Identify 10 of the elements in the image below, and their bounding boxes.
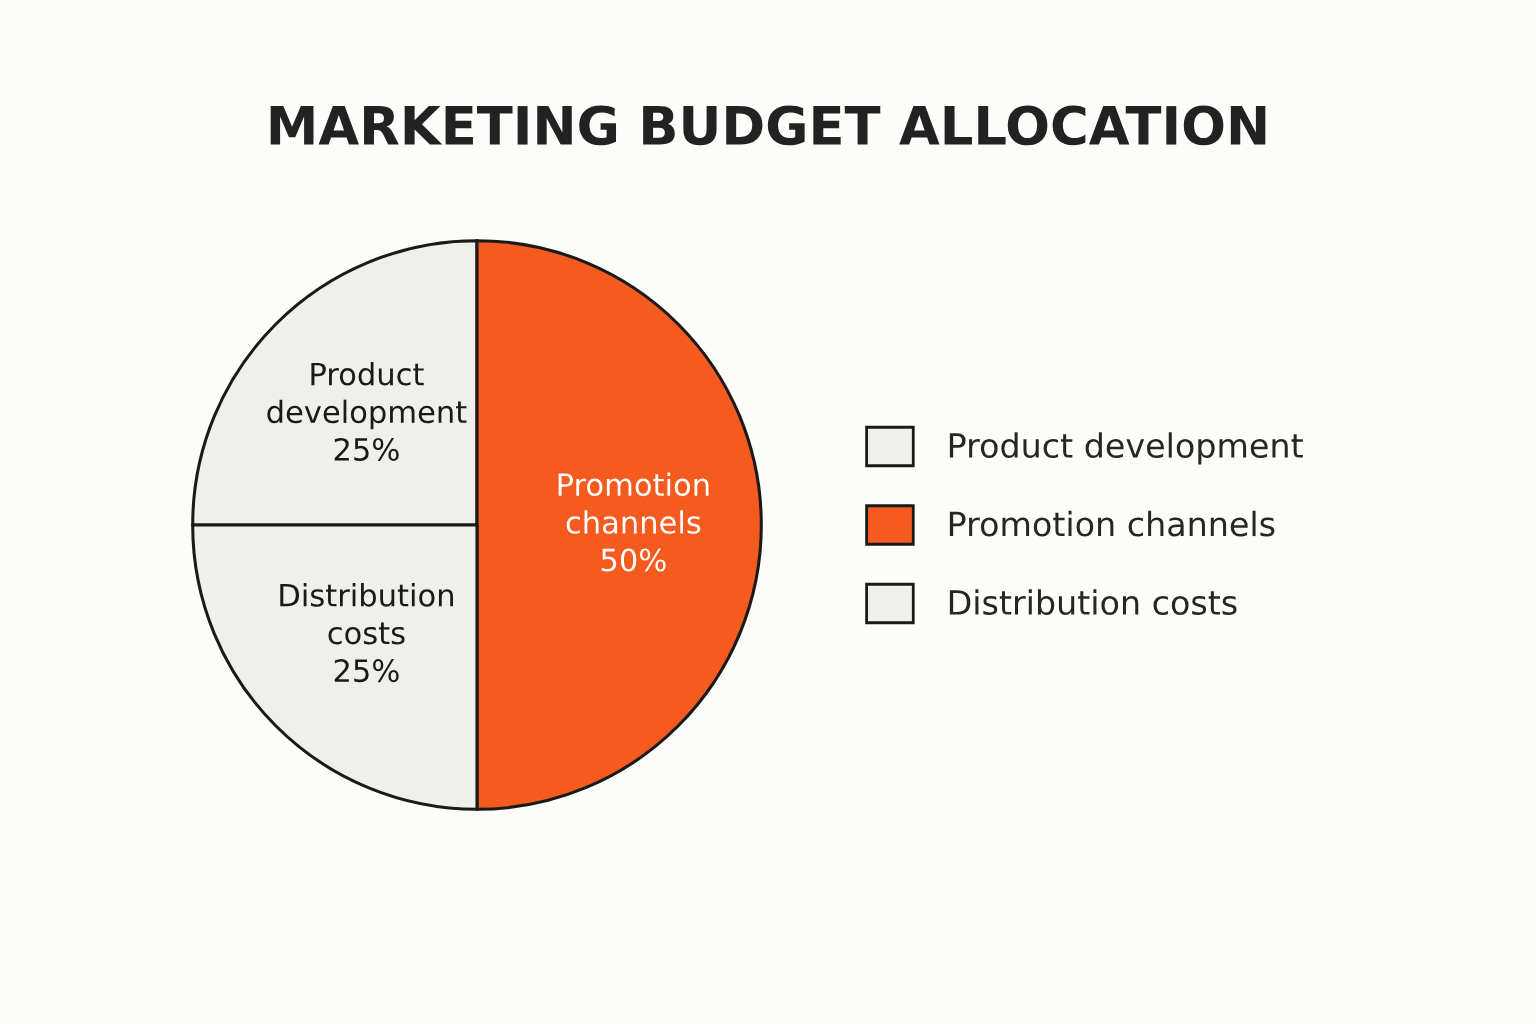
legend-label: Product development — [949, 432, 1303, 465]
data-label: 50% — [601, 548, 666, 572]
data-label: 25% — [334, 659, 399, 683]
legend-label: Promotion channels — [949, 510, 1275, 537]
data-label: 25% — [334, 437, 399, 461]
slice-label: Product development — [267, 361, 467, 430]
slice-label: Distribution costs — [280, 583, 453, 645]
slice-label: Promotion channels — [558, 472, 709, 534]
legend-label: Distribution costs — [949, 589, 1237, 616]
chart-title: MARKETING BUDGET ALLOCATION — [270, 105, 1266, 146]
